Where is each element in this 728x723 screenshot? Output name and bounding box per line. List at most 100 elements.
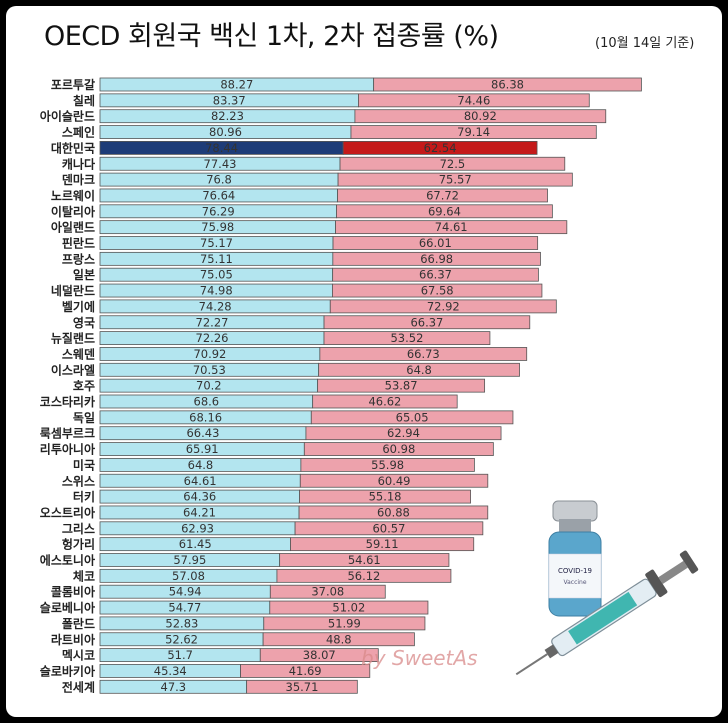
value-label-dose2: 62.94 (387, 426, 420, 440)
value-label-dose2: 80.92 (464, 109, 497, 123)
watermark-text: by SweetAs (361, 646, 478, 670)
bar-dose2 (269, 584, 386, 599)
value-label-dose2: 86.38 (491, 78, 524, 92)
bar-dose2 (339, 156, 566, 171)
value-label-dose2: 51.02 (332, 601, 365, 615)
value-label-dose1: 82.23 (211, 109, 244, 123)
value-label-dose1: 68.6 (194, 395, 220, 409)
value-label-dose2: 56.12 (347, 569, 380, 583)
value-label-dose2: 67.58 (421, 284, 454, 298)
category-label: 아이슬란드 (40, 109, 95, 124)
value-label-dose1: 52.62 (165, 632, 198, 646)
bar-dose2 (305, 426, 502, 441)
category-label: 터키 (73, 489, 95, 504)
value-label-dose2: 60.98 (382, 442, 415, 456)
bar-dose2 (332, 267, 539, 282)
value-label-dose1: 64.8 (188, 458, 214, 472)
value-label-dose2: 60.57 (372, 521, 405, 535)
value-label-dose2: 64.8 (406, 363, 432, 377)
value-label-dose2: 55.98 (371, 458, 404, 472)
value-label-dose1: 64.61 (184, 474, 217, 488)
bar-dose2 (259, 648, 379, 662)
value-label-dose1: 66.43 (186, 426, 219, 440)
category-label: 리투아니아 (40, 442, 95, 457)
value-label-dose2: 41.69 (289, 664, 322, 678)
chart-frame: OECD 회원국 백신 1차, 2차 접종률 (%) (10월 14일 기준) … (6, 6, 722, 717)
category-label: 멕시코 (62, 648, 95, 663)
category-label: 핀란드 (62, 236, 95, 251)
value-label-dose1: 76.8 (206, 173, 232, 187)
category-label: 헝가리 (62, 537, 95, 552)
bar-dose2 (290, 537, 475, 552)
bar-dose2 (294, 521, 484, 536)
bar-dose2 (342, 140, 538, 155)
value-label-dose1: 70.92 (193, 347, 226, 361)
value-label-dose1: 72.27 (196, 315, 229, 329)
bar-dose2 (312, 394, 458, 409)
category-label: 포르투갈 (51, 78, 95, 92)
bar-dose2 (350, 125, 597, 139)
chart-subtitle: (10월 14일 기준) (595, 36, 695, 51)
category-label: 이스라엘 (51, 362, 95, 377)
value-label-dose1: 83.37 (213, 93, 246, 107)
value-label-dose2: 75.57 (439, 173, 472, 187)
category-label: 코스타리카 (40, 394, 95, 409)
category-label: 체코 (73, 568, 95, 583)
value-label-dose1: 76.64 (202, 188, 235, 202)
bar-dose2 (298, 505, 489, 520)
value-label-dose2: 67.72 (426, 188, 459, 202)
value-label-dose1: 75.05 (200, 268, 233, 282)
value-label-dose1: 61.45 (179, 537, 212, 551)
value-label-dose2: 79.14 (457, 125, 490, 139)
bar-dose2 (303, 442, 494, 456)
bar-dose2 (335, 220, 568, 235)
category-label: 전세계 (62, 679, 95, 694)
value-label-dose1: 74.98 (200, 284, 233, 298)
value-label-dose1: 47.3 (161, 680, 187, 694)
category-label: 이탈리아 (51, 204, 95, 219)
category-label: 미국 (73, 457, 95, 472)
value-label-dose1: 77.43 (204, 157, 237, 171)
category-label: 뉴질랜드 (51, 331, 95, 346)
category-label: 일본 (73, 268, 95, 282)
category-label: 벨기에 (62, 299, 95, 314)
value-label-dose2: 74.46 (457, 93, 490, 107)
category-label: 슬로바키아 (40, 663, 95, 678)
category-label: 노르웨이 (51, 188, 95, 203)
category-label: 그리스 (62, 521, 95, 536)
bar-dose2 (336, 204, 553, 219)
bar-dose2 (310, 410, 514, 425)
bar-dose2 (318, 362, 520, 377)
bar-dose2 (332, 283, 543, 298)
value-label-dose1: 51.7 (167, 648, 193, 662)
value-label-dose2: 66.37 (419, 268, 452, 282)
value-label-dose1: 64.21 (183, 505, 216, 519)
value-label-dose2: 74.61 (435, 220, 468, 234)
bar-dose2 (337, 172, 573, 187)
bar-dose2 (337, 188, 548, 203)
bar-dose2 (263, 616, 426, 631)
bar-dose2 (373, 77, 642, 92)
value-label-dose2: 53.87 (385, 379, 418, 393)
bar-dose2 (323, 331, 491, 346)
bar-dose2 (276, 568, 452, 583)
category-label: 콜롬비아 (51, 584, 95, 599)
bar-dose2 (319, 347, 528, 361)
value-label-dose2: 60.49 (378, 474, 411, 488)
value-label-dose1: 75.98 (201, 220, 234, 234)
value-label-dose1: 88.27 (220, 78, 253, 92)
bar-chart: 포르투갈 88.27 86.38 칠레 83.37 74.46 아이슬란드 82.23 80.9… (40, 77, 642, 694)
value-label-dose2: 72.92 (427, 299, 460, 313)
vial-sublabel: Vaccine (563, 579, 586, 586)
category-label: 프랑스 (62, 252, 95, 266)
bar-dose2 (300, 457, 475, 472)
bar-dose2 (329, 299, 557, 314)
value-label-dose2: 69.64 (428, 204, 461, 218)
value-label-dose1: 52.83 (165, 616, 198, 630)
value-label-dose1: 54.77 (168, 601, 201, 615)
value-label-dose1: 72.26 (196, 331, 229, 345)
value-label-dose2: 66.98 (420, 252, 453, 266)
category-label: 스페인 (62, 125, 95, 140)
value-label-dose1: 70.2 (196, 379, 222, 393)
category-label: 아일랜드 (51, 220, 95, 235)
